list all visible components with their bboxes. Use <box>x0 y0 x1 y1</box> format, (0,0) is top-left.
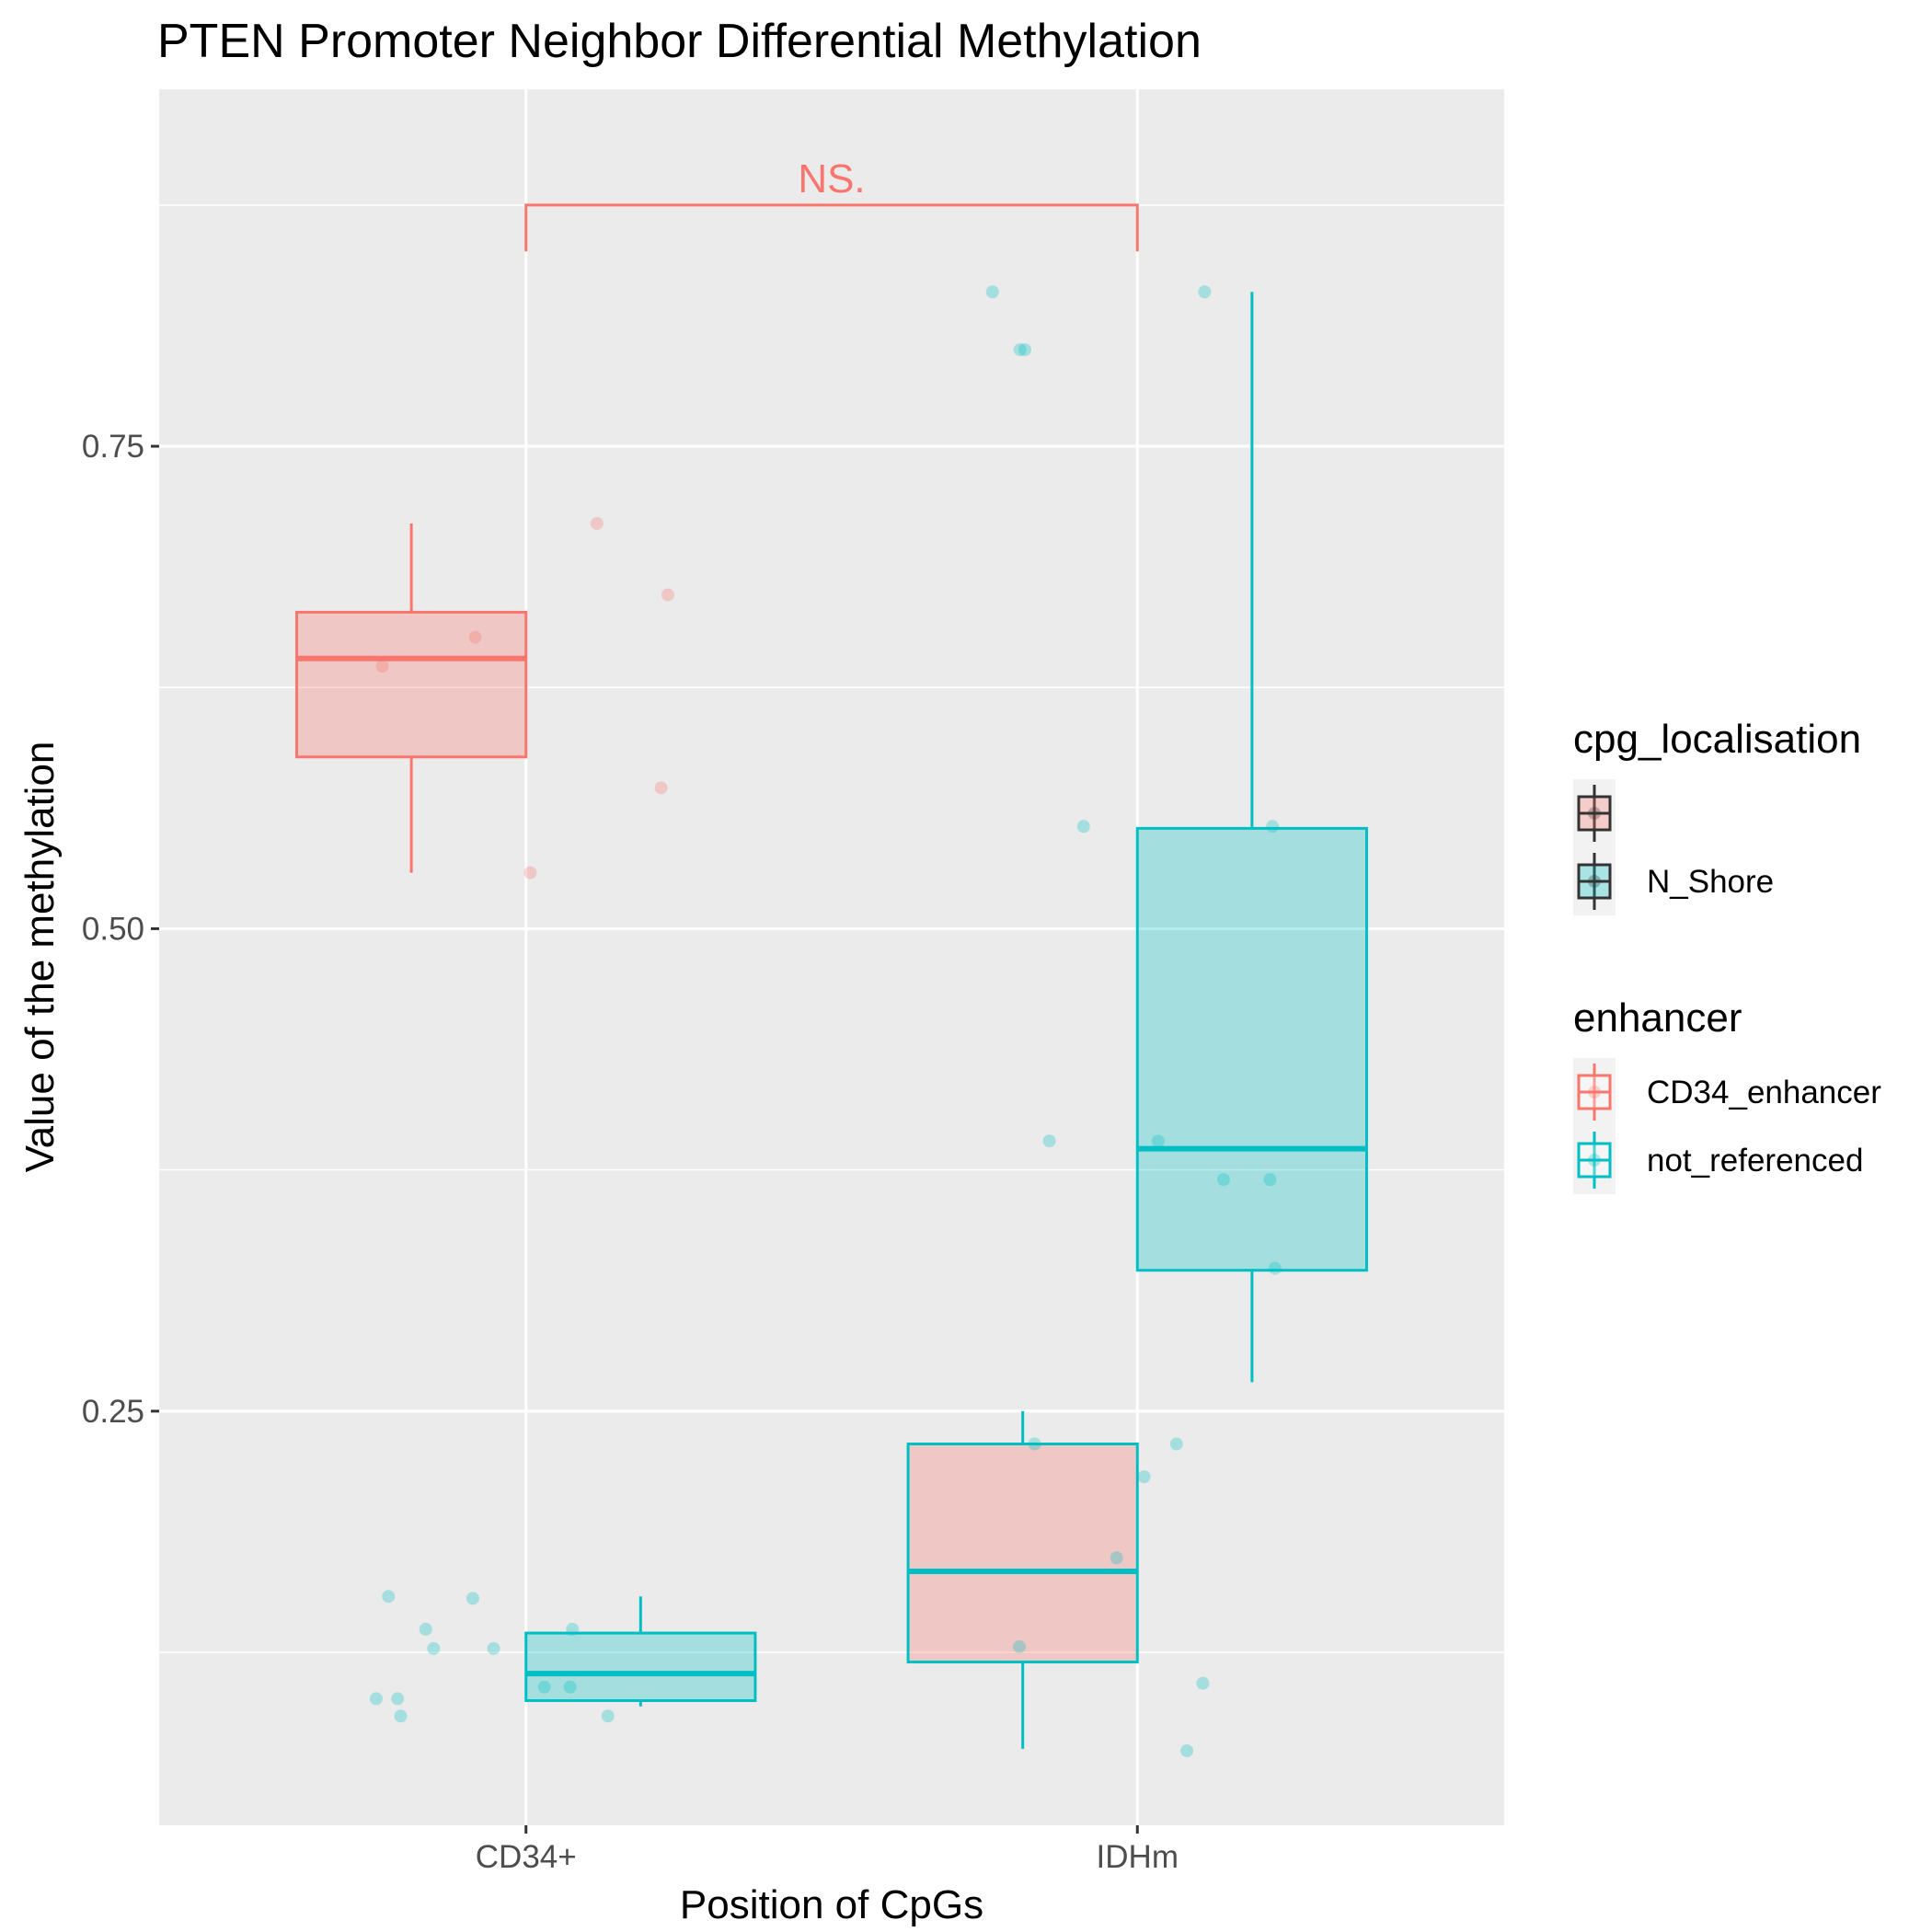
legend: cpg_localisation N_Shore enhancer CD34_enha… <box>1573 717 1881 1194</box>
legend-label-enhancer-0: CD34_enhancer <box>1647 1075 1881 1110</box>
data-point <box>468 630 482 644</box>
box-body <box>295 610 528 759</box>
legend-key-point <box>1588 807 1601 820</box>
box-IDHm-0 <box>906 1410 1139 1749</box>
box-CD34+-0 <box>295 523 528 873</box>
y-tick-label: 0.25 <box>82 1394 144 1430</box>
data-point <box>1169 1437 1183 1451</box>
data-point <box>523 866 537 880</box>
x-tick-label: CD34+ <box>476 1839 577 1875</box>
data-point <box>1196 1676 1210 1690</box>
legend-title-cpg-localisation: cpg_localisation <box>1573 717 1861 762</box>
boxes <box>295 292 1368 1749</box>
significance-label: NS. <box>798 156 865 201</box>
data-point <box>419 1622 432 1636</box>
data-point <box>391 1692 405 1706</box>
data-point <box>1266 820 1280 834</box>
data-point <box>1216 1173 1230 1187</box>
legend-label-cpg-1: N_Shore <box>1647 864 1774 900</box>
data-point <box>1076 820 1090 834</box>
significance-bracket <box>524 203 1139 252</box>
legend-key-point <box>1588 1154 1601 1167</box>
legend-title-enhancer: enhancer <box>1573 995 1742 1041</box>
y-axis: 0.25 0.50 0.75 <box>82 429 159 1430</box>
legend-key-cpg-1 <box>1577 853 1612 910</box>
data-point <box>1013 1639 1027 1653</box>
data-point <box>1180 1744 1194 1758</box>
data-point <box>382 1590 396 1604</box>
box-body <box>906 1443 1139 1664</box>
data-point <box>466 1592 479 1605</box>
data-point <box>487 1641 500 1655</box>
data-point <box>563 1680 577 1694</box>
box-IDHm-1 <box>1135 292 1368 1383</box>
data-point <box>1110 1551 1123 1565</box>
data-point <box>1151 1134 1165 1148</box>
x-axis-title: Position of CpGs <box>680 1882 983 1927</box>
legend-label-enhancer-1: not_referenced <box>1647 1143 1863 1179</box>
data-point <box>661 588 674 602</box>
data-point <box>1198 285 1212 299</box>
box-body <box>1135 826 1368 1272</box>
data-point <box>427 1641 441 1655</box>
legend-key-point <box>1588 1086 1601 1098</box>
data-point <box>590 516 604 530</box>
x-tick-label: IDHm <box>1097 1839 1179 1875</box>
data-point <box>1028 1437 1041 1451</box>
data-point <box>375 660 389 673</box>
legend-key-cpg-0 <box>1577 785 1612 842</box>
data-point <box>1042 1134 1056 1148</box>
data-point <box>1268 1261 1282 1275</box>
legend-key-point <box>1588 875 1601 888</box>
data-point <box>369 1692 383 1706</box>
data-point <box>654 781 668 795</box>
y-axis-title: Value of the methylation <box>17 742 63 1173</box>
data-point <box>1137 1470 1151 1484</box>
data-point <box>537 1680 551 1694</box>
box-body <box>524 1631 757 1702</box>
y-tick-label: 0.50 <box>82 911 144 947</box>
data-point <box>1263 1173 1277 1187</box>
legend-key-enhancer-0 <box>1577 1064 1612 1121</box>
points <box>369 285 1282 1758</box>
plot-background <box>159 89 1504 1825</box>
data-point <box>985 285 999 299</box>
y-tick-label: 0.75 <box>82 429 144 465</box>
chart-title: PTEN Promoter Neighbor Differential Meth… <box>157 15 1202 68</box>
significance-annotation: NS. <box>524 156 1139 252</box>
data-point <box>566 1622 580 1636</box>
data-point <box>601 1709 615 1723</box>
data-point <box>394 1709 408 1723</box>
data-point <box>1018 343 1031 357</box>
data-point <box>1013 343 1027 357</box>
box-CD34+-1 <box>524 1596 757 1707</box>
legend-key-enhancer-1 <box>1577 1132 1612 1189</box>
x-axis: CD34+ IDHm <box>476 1825 1179 1875</box>
